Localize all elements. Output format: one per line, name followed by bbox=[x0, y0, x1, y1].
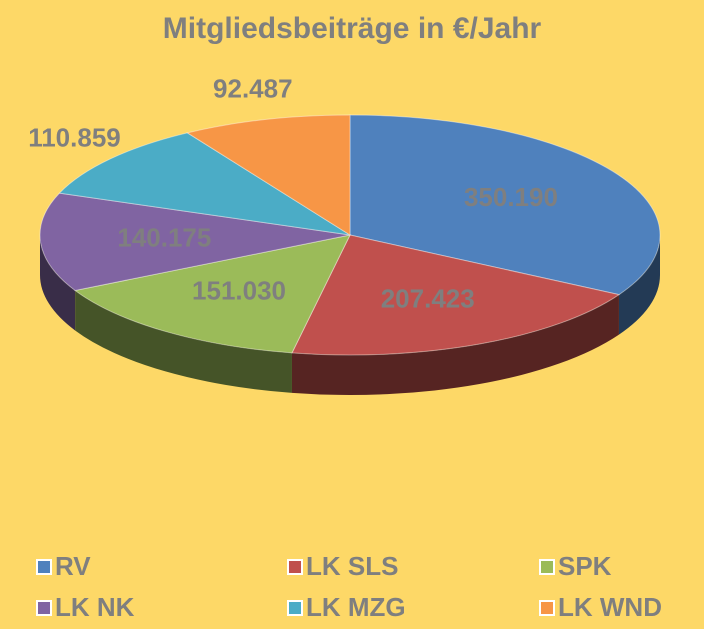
legend-label: LK WND bbox=[558, 592, 662, 622]
legend-swatch bbox=[36, 559, 52, 575]
legend-swatch bbox=[287, 600, 303, 616]
data-label: 140.175 bbox=[117, 222, 211, 252]
legend-swatch bbox=[539, 600, 555, 616]
slice-side bbox=[75, 290, 292, 393]
slice-side bbox=[291, 294, 619, 395]
legend-swatch bbox=[36, 600, 52, 616]
legend-label: LK NK bbox=[55, 592, 135, 622]
data-label: 350.190 bbox=[464, 182, 558, 212]
legend-swatch bbox=[287, 559, 303, 575]
data-label: 110.859 bbox=[28, 123, 121, 153]
slice bbox=[291, 234, 621, 356]
legend-label: RV bbox=[55, 551, 91, 581]
slice-side bbox=[618, 235, 660, 335]
legend-label: LK MZG bbox=[306, 592, 406, 622]
slice bbox=[186, 114, 351, 236]
data-label: 207.423 bbox=[381, 283, 475, 313]
legend-label: SPK bbox=[558, 551, 612, 581]
slice bbox=[39, 192, 351, 292]
slice bbox=[73, 234, 351, 354]
data-label: 151.030 bbox=[192, 276, 286, 306]
legend-swatch bbox=[539, 559, 555, 575]
slice-side bbox=[40, 235, 76, 331]
slice bbox=[349, 114, 661, 296]
data-label: 92.487 bbox=[213, 74, 293, 104]
legend-label: LK SLS bbox=[306, 551, 398, 581]
slice bbox=[58, 132, 351, 236]
chart-title: Mitgliedsbeiträge in €/Jahr bbox=[163, 12, 542, 45]
